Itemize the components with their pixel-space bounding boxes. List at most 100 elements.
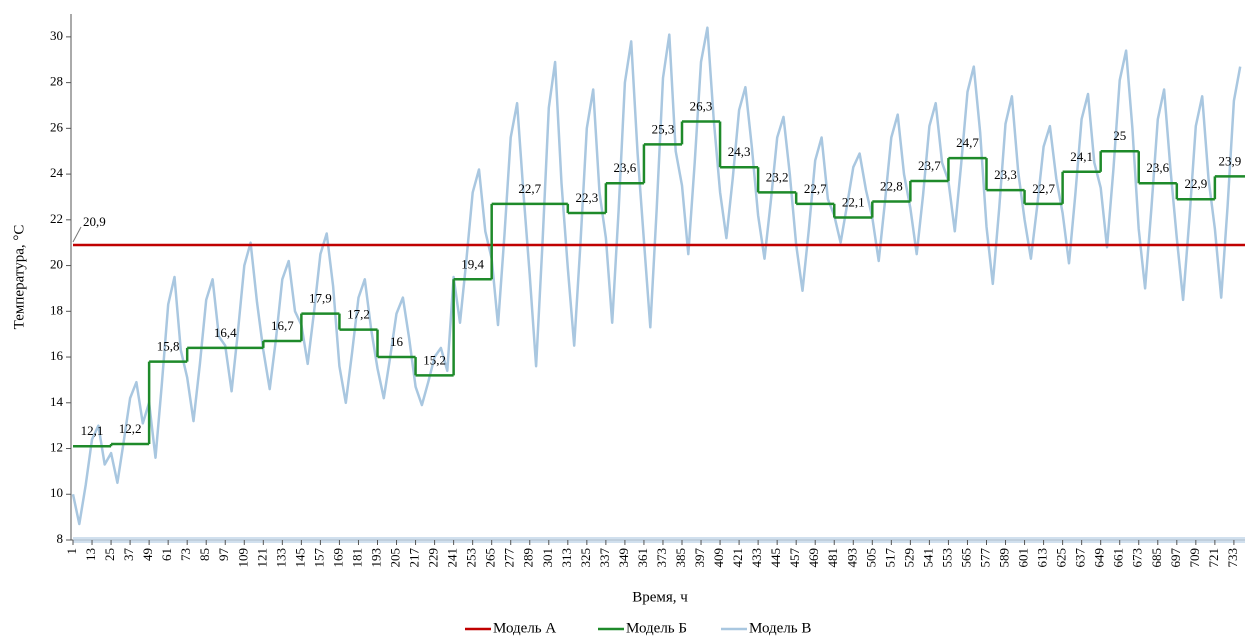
x-tick-label: 685	[1149, 548, 1164, 568]
x-tick-label: 97	[216, 548, 231, 562]
y-tick-label: 16	[50, 348, 64, 363]
x-tick-label: 457	[787, 548, 802, 568]
data-label: 15,8	[157, 339, 180, 354]
data-label: 20,9	[83, 214, 106, 229]
x-tick-label: 121	[254, 548, 269, 568]
x-tick-label: 529	[901, 548, 916, 568]
x-tick-label: 697	[1168, 548, 1183, 568]
data-label: 22,1	[842, 195, 865, 210]
data-label: 19,4	[461, 256, 484, 271]
x-tick-label: 397	[692, 548, 707, 568]
data-label: 12,1	[81, 423, 104, 438]
x-tick-label: 589	[997, 548, 1012, 568]
x-tick-label: 661	[1111, 548, 1126, 568]
data-label: 24,7	[956, 135, 979, 150]
data-label: 16,7	[271, 318, 294, 333]
data-label: 17,9	[309, 291, 332, 306]
x-tick-label: 229	[426, 548, 441, 568]
y-tick-label: 14	[50, 394, 64, 409]
x-tick-label: 349	[616, 548, 631, 568]
y-tick-label: 20	[50, 257, 63, 272]
series-line	[71, 26, 1242, 526]
data-label: 24,3	[728, 144, 751, 159]
x-tick-label: 637	[1073, 548, 1088, 568]
x-tick-label: 193	[368, 548, 383, 568]
x-tick-label: 181	[349, 548, 364, 568]
x-tick-label: 133	[273, 548, 288, 568]
data-label: 23,6	[1146, 160, 1169, 175]
x-tick-label: 601	[1016, 548, 1031, 568]
x-axis-minor-ticks	[73, 537, 1245, 543]
x-tick-label: 577	[977, 548, 992, 568]
x-tick-label: 217	[407, 548, 422, 568]
data-label: 12,2	[119, 421, 142, 436]
x-axis-label: Время, ч	[632, 589, 688, 605]
x-tick-label: 337	[597, 548, 612, 568]
data-label: 22,7	[1032, 181, 1055, 196]
y-axis-label: Температура, °С	[11, 225, 27, 330]
y-tick-label: 30	[50, 28, 63, 43]
data-label: 22,8	[880, 179, 903, 194]
data-label: 26,3	[690, 98, 713, 113]
data-label: 15,2	[423, 352, 446, 367]
y-tick-label: 28	[50, 74, 63, 89]
data-label: 23,7	[918, 158, 941, 173]
label-leader	[72, 226, 82, 243]
x-tick-label: 649	[1092, 548, 1107, 568]
x-tick-label: 721	[1206, 548, 1221, 568]
y-tick-label: 8	[57, 531, 64, 546]
x-tick-label: 289	[521, 548, 536, 568]
x-tick-label: 13	[83, 548, 98, 561]
y-tick-label: 22	[50, 211, 63, 226]
data-label: 17,2	[347, 307, 370, 322]
data-label: 22,3	[575, 190, 598, 205]
y-tick-label: 12	[50, 440, 63, 455]
x-tick-label: 673	[1130, 548, 1145, 568]
x-tick-label: 25	[102, 548, 117, 561]
x-tick-label: 373	[654, 548, 669, 568]
x-tick-label: 49	[140, 548, 155, 561]
x-tick-label: 325	[578, 548, 593, 568]
x-tick-label: 109	[235, 548, 250, 568]
data-label: 16	[390, 334, 404, 349]
data-label: 22,7	[804, 181, 827, 196]
data-label: 24,1	[1070, 149, 1093, 164]
data-label: 16,4	[214, 325, 237, 340]
data-label: 23,2	[766, 169, 789, 184]
x-tick-label: 277	[502, 548, 517, 568]
data-label: 23,9	[1219, 153, 1242, 168]
x-tick-label: 565	[958, 548, 973, 568]
x-tick-label: 169	[330, 548, 345, 568]
x-tick-label: 733	[1225, 548, 1240, 568]
x-tick-label: 553	[939, 548, 954, 568]
x-tick-label: 1	[64, 548, 79, 555]
x-tick-label: 421	[730, 548, 745, 568]
legend-label: Модель А	[493, 620, 556, 636]
x-tick-label: 541	[920, 548, 935, 568]
x-tick-label: 505	[863, 548, 878, 568]
legend-label: Модель В	[749, 620, 811, 636]
x-tick-label: 517	[882, 548, 897, 568]
x-tick-label: 481	[825, 548, 840, 568]
y-tick-label: 18	[50, 302, 63, 317]
x-tick-label: 493	[844, 548, 859, 568]
x-tick-label: 145	[292, 548, 307, 568]
data-label: 25,3	[652, 121, 675, 136]
x-tick-label: 241	[445, 548, 460, 568]
x-tick-label: 37	[121, 548, 136, 562]
data-label: 25	[1113, 128, 1126, 143]
x-tick-label: 61	[159, 548, 174, 561]
x-tick-label: 361	[635, 548, 650, 568]
y-tick-label: 10	[50, 485, 63, 500]
y-tick-label: 24	[50, 165, 64, 180]
data-label: 22,9	[1184, 176, 1207, 191]
data-label: 23,3	[994, 167, 1017, 182]
x-tick-label: 205	[388, 548, 403, 568]
x-tick-label: 73	[178, 548, 193, 561]
x-tick-label: 301	[540, 548, 555, 568]
x-tick-label: 433	[749, 548, 764, 568]
x-tick-label: 445	[768, 548, 783, 568]
x-tick-label: 409	[711, 548, 726, 568]
x-tick-label: 385	[673, 548, 688, 568]
